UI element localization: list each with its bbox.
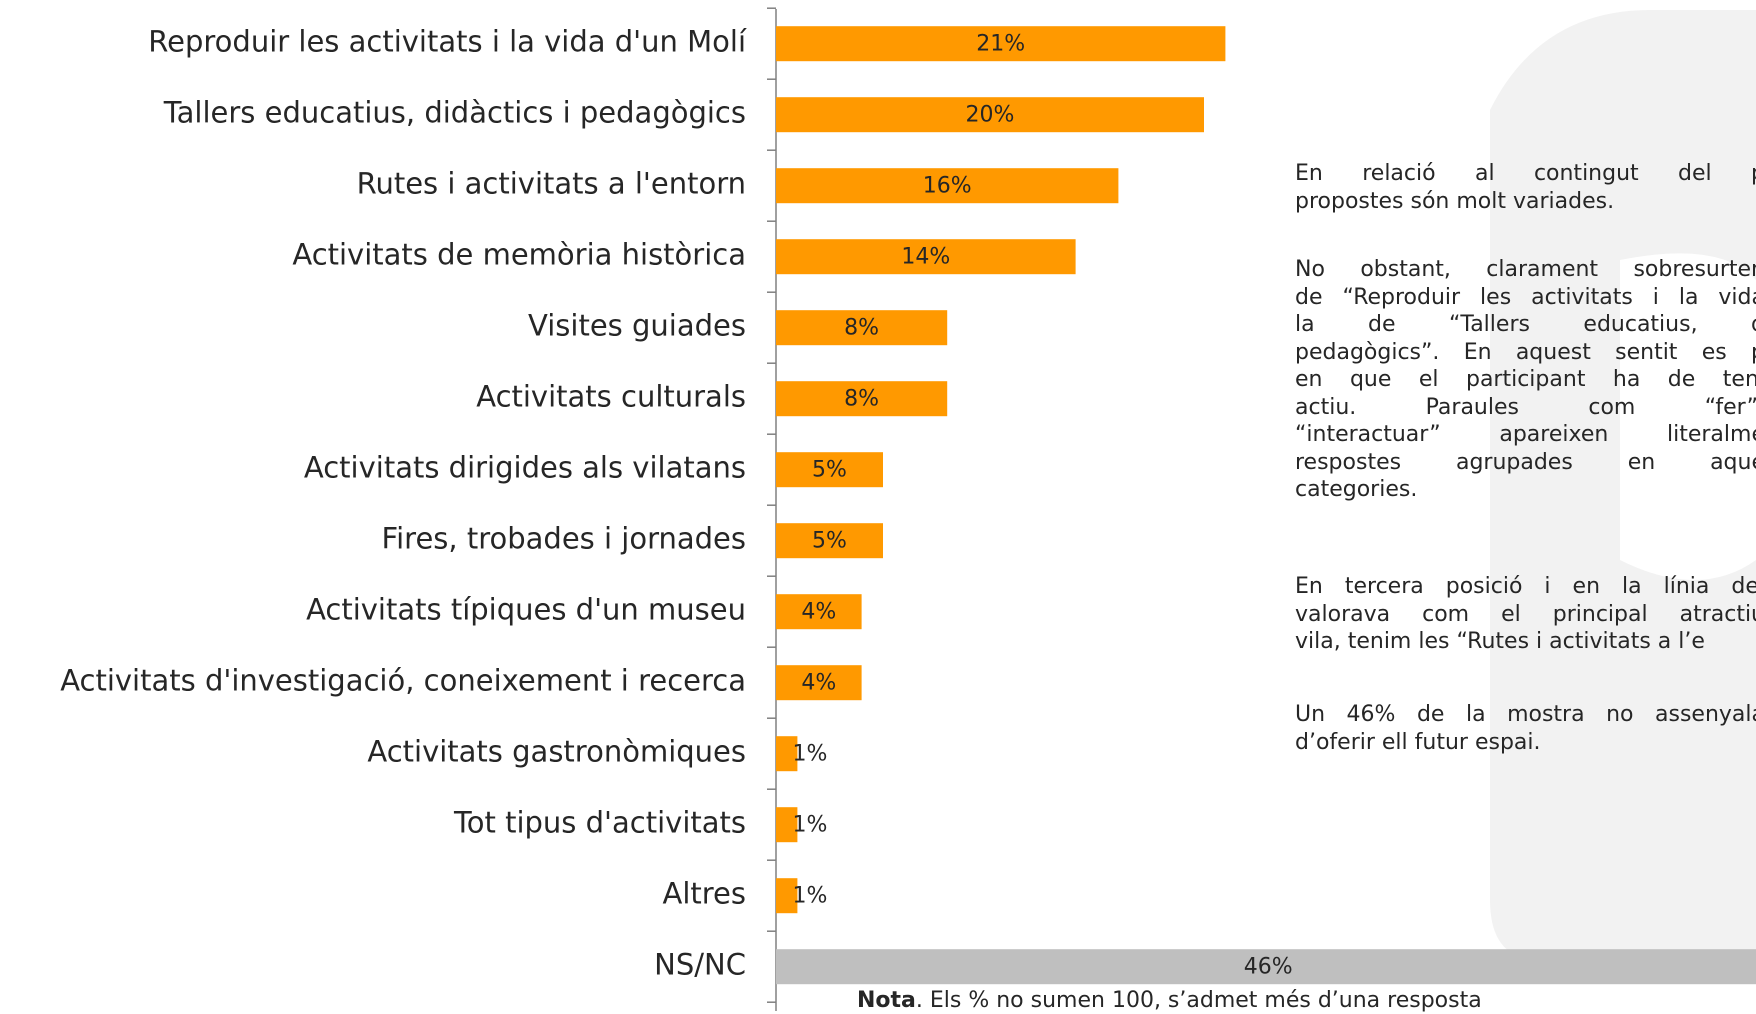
note-label: Nota [857, 988, 916, 1013]
text-line: de “Reproduir les activitats i la vida [1295, 284, 1756, 310]
background-cutout [1620, 253, 1756, 581]
value-label: 8% [844, 387, 879, 412]
category-label: Activitats dirigides als vilatans [304, 451, 746, 485]
value-label: 4% [801, 600, 836, 625]
category-label: Altres [662, 877, 746, 911]
text-line: respostes agrupades en aque [1295, 449, 1756, 475]
bar [776, 949, 1756, 985]
paragraph: No obstant, clarament sobresurten de “Rep… [1295, 256, 1756, 504]
text-line: pedagògics”. En aquest sentit es p [1295, 339, 1756, 365]
bar [776, 310, 948, 346]
text-line: Un 46% de la mostra no assenyala [1295, 702, 1756, 727]
category-label: Rutes i activitats a l'entorn [357, 167, 746, 201]
bar [776, 381, 948, 417]
value-label: 1% [793, 884, 828, 909]
bar [776, 97, 1204, 133]
bar [776, 665, 862, 701]
value-label: 21% [976, 32, 1025, 57]
text-line: en que el participant ha de teni [1295, 367, 1756, 392]
value-label: 14% [901, 245, 950, 270]
text-line: “interactuar” apareixen literalme [1295, 422, 1756, 447]
paragraph: En tercera posició i en la línia del valo… [1295, 573, 1756, 656]
category-label: Activitats típiques d'un museu [306, 593, 746, 627]
note-text: . Els % no sumen 100, s’admet més d’una … [916, 988, 1482, 1013]
bar [776, 807, 798, 843]
bar [776, 523, 883, 559]
bar [776, 878, 798, 914]
bar [776, 594, 862, 630]
value-label: 5% [812, 529, 847, 554]
text-line: vila, tenim les “Rutes i activitats a l’… [1295, 629, 1705, 654]
text-line: la de “Tallers educatius, d [1295, 312, 1756, 337]
category-label: Activitats gastronòmiques [367, 735, 746, 769]
bar [776, 736, 798, 772]
paragraph: En relació al contingut del p propostes s… [1295, 160, 1756, 215]
bar [776, 452, 883, 488]
note: Nota. Els % no sumen 100, s’admet més d’… [857, 988, 1482, 1013]
value-label: 5% [812, 458, 847, 483]
category-label: Fires, trobades i jornades [382, 522, 746, 556]
value-label: 16% [923, 174, 972, 199]
value-label: 1% [793, 742, 828, 767]
text-line: valorava com el principal atractiu [1295, 601, 1756, 627]
paragraph: Un 46% de la mostra no assenyala d’oferir… [1295, 701, 1756, 756]
category-label: Activitats d'investigació, coneixement i… [60, 664, 746, 698]
value-label: 4% [801, 671, 836, 696]
text-line: propostes són molt variades. [1295, 188, 1615, 214]
value-label: 1% [793, 813, 828, 838]
text-line: En relació al contingut del p [1295, 161, 1756, 186]
category-label: Tot tipus d'activitats [453, 806, 746, 840]
text-line: No obstant, clarament sobresurten [1295, 257, 1756, 282]
value-label: 46% [1244, 955, 1293, 980]
category-label: NS/NC [654, 948, 746, 982]
text-line: d’oferir ell futur espai. [1295, 729, 1541, 755]
category-label: Tallers educatius, didàctics i pedagògic… [163, 96, 746, 130]
text-line: En tercera posició i en la línia del [1295, 574, 1756, 599]
text-line: actiu. Paraules com “fer”, [1295, 394, 1756, 420]
category-label: Reproduir les activitats i la vida d'un … [148, 25, 747, 59]
bar [776, 239, 1076, 275]
category-label: Activitats culturals [476, 380, 746, 414]
value-label: 8% [844, 316, 879, 341]
value-label: 20% [966, 103, 1015, 128]
category-label: Activitats de memòria històrica [292, 238, 746, 272]
category-label: Visites guiades [528, 309, 746, 343]
text-line: categories. [1295, 477, 1418, 502]
bar [776, 26, 1226, 62]
bar [776, 168, 1119, 204]
